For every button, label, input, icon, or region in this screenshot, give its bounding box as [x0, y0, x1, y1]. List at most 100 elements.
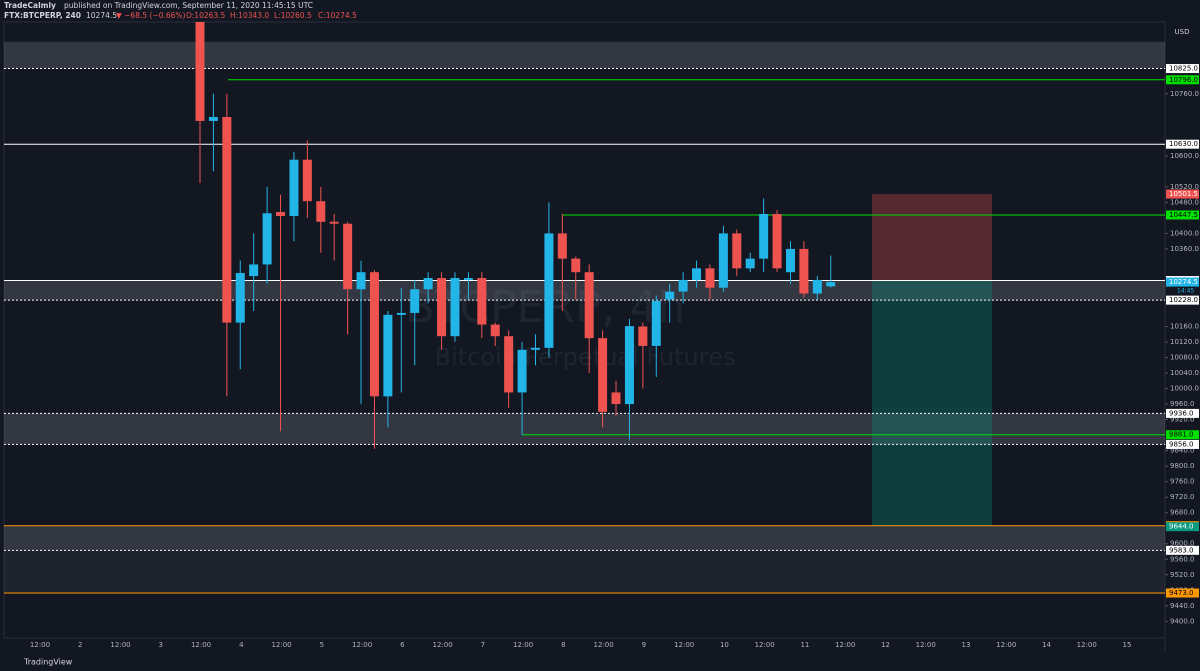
candle-body — [745, 258, 755, 269]
zone — [4, 280, 1165, 301]
candle-body — [557, 233, 567, 259]
level-label: 9644.0 — [1169, 523, 1194, 531]
x-tick-label: 5 — [320, 641, 324, 649]
candle-body — [490, 324, 500, 337]
author: TradeCalmly — [4, 1, 56, 10]
y-tick-label: 9600.0 — [1170, 540, 1195, 548]
level-label-box — [1166, 439, 1199, 449]
x-tick-label: 12:00 — [30, 641, 50, 649]
level-label-box — [1166, 189, 1199, 199]
x-tick-label: 12:00 — [996, 641, 1016, 649]
y-tick-label: 9680.0 — [1170, 509, 1195, 517]
plot — [4, 22, 1165, 594]
x-tick-label: 9 — [642, 641, 646, 649]
countdown: 14:45 — [1177, 288, 1194, 295]
x-tick-label: 12 — [881, 641, 890, 649]
candle-body — [772, 214, 782, 269]
level-label: 10796.0 — [1169, 76, 1198, 84]
x-tick-label: 12:00 — [674, 641, 694, 649]
y-tick-label: 10120.0 — [1170, 338, 1199, 346]
candle-body — [235, 272, 245, 323]
candle-body — [262, 213, 272, 265]
candle-body — [651, 300, 661, 346]
zone — [4, 413, 1165, 445]
watermark-description: Bitcoin Perpetual Futures — [435, 343, 736, 371]
x-tick-label: 2 — [78, 641, 82, 649]
level-label: 10825.0 — [1169, 65, 1198, 73]
stop-zone — [872, 194, 992, 281]
level-label: 10447.5 — [1169, 211, 1198, 219]
candle-body — [477, 278, 487, 325]
level-label-box — [1166, 408, 1199, 418]
y-tick-label: 10480.0 — [1170, 198, 1199, 206]
y-tick-label: 10600.0 — [1170, 152, 1199, 160]
level-label-box — [1166, 210, 1199, 220]
x-tick-label: 12:00 — [916, 641, 936, 649]
x-tick-label: 12:00 — [835, 641, 855, 649]
candle-body — [316, 201, 326, 222]
candle-body — [356, 272, 366, 290]
candle-body — [383, 314, 393, 397]
candle-body — [611, 392, 621, 405]
currency: USD — [1175, 28, 1190, 36]
x-tick-label: 12:00 — [352, 641, 372, 649]
candle-body — [423, 278, 433, 290]
x-tick-label: 11 — [800, 641, 809, 649]
y-tick-label: 10000.0 — [1170, 385, 1199, 393]
candle-body — [705, 268, 715, 288]
candle-body — [692, 268, 702, 280]
level-label-box — [1166, 75, 1199, 85]
level-label: 9856.0 — [1169, 440, 1194, 448]
y-tick-label: 9960.0 — [1170, 400, 1195, 408]
level-label: 10274.5 — [1169, 278, 1198, 286]
level-label-box — [1166, 545, 1199, 555]
ohlc: O:10263.5 H:10343.0 L:10260.5 C:10274.5 — [186, 11, 357, 20]
x-tick-label: 12:00 — [433, 641, 453, 649]
candle-body — [289, 159, 299, 216]
x-tick-label: 10 — [720, 641, 729, 649]
candle-body — [718, 233, 728, 288]
y-tick-label: 10360.0 — [1170, 245, 1199, 253]
candle-body — [249, 264, 259, 277]
level-label: 9881.0 — [1169, 431, 1194, 439]
candle-body — [544, 233, 554, 348]
candle-body — [343, 223, 353, 290]
candle-body — [531, 347, 540, 350]
ohlc-value: C:10274.5 — [318, 11, 357, 20]
x-tick-label: 6 — [400, 641, 405, 649]
candle-body — [504, 336, 514, 393]
candle-body — [598, 338, 608, 412]
ohlc-value: L:10260.5 — [274, 11, 312, 20]
candle-body — [759, 214, 769, 259]
x-tick-label: 8 — [561, 641, 565, 649]
candle-body — [302, 159, 312, 202]
y-tick-label: 9760.0 — [1170, 478, 1195, 486]
level-label: 10630.0 — [1169, 140, 1198, 148]
level-label: 9583.0 — [1169, 546, 1194, 554]
level-label-box — [1166, 139, 1199, 149]
level-label: 10501.5 — [1169, 190, 1198, 198]
y-tick-label: 10160.0 — [1170, 323, 1199, 331]
candle-body — [678, 279, 688, 292]
candle-body — [208, 117, 218, 121]
published: published on TradingView.com, September … — [64, 1, 313, 10]
zone — [4, 525, 1165, 551]
candle-body — [517, 349, 527, 393]
x-tick-label: 3 — [159, 641, 163, 649]
x-tick-label: 12:00 — [1077, 641, 1097, 649]
x-tick-label: 12:00 — [110, 641, 130, 649]
zone — [4, 41, 1165, 69]
candle-body — [785, 248, 795, 273]
level-label-box — [1166, 64, 1199, 74]
y-tick-label: 9560.0 — [1170, 555, 1195, 563]
change: ▼ −68.5 (−0.66%) — [116, 11, 186, 20]
candle-body — [624, 326, 634, 405]
candle-body — [450, 278, 460, 337]
x-tick-label: 15 — [1123, 641, 1132, 649]
candle-body — [571, 258, 581, 273]
x-tick-label: 7 — [481, 641, 485, 649]
candle-body — [195, 22, 205, 121]
candle-body — [584, 272, 594, 339]
y-tick-label: 9400.0 — [1170, 617, 1195, 625]
